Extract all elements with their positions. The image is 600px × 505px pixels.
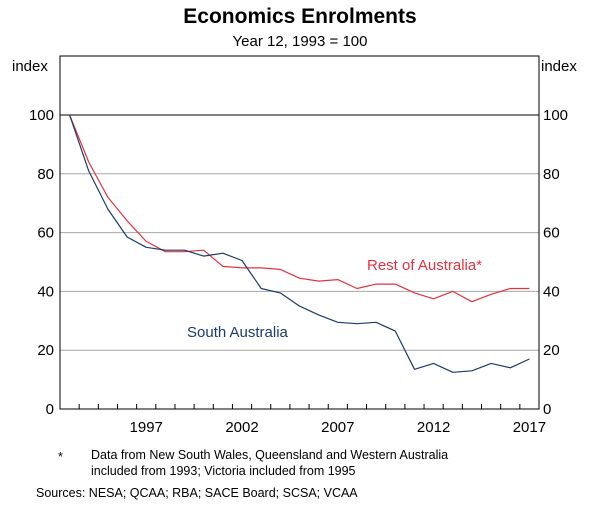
sources: Sources: NESA; QCAA; RBA; SACE Board; SC… bbox=[36, 486, 358, 500]
series-line-south-australia bbox=[69, 114, 530, 373]
y-tick-label-left-80: 80 bbox=[37, 166, 54, 183]
y-tick-label-right-20: 20 bbox=[543, 342, 560, 359]
footnote-line-1: Data from New South Wales, Queensland an… bbox=[91, 448, 449, 462]
chart-title: Economics Enrolments bbox=[183, 5, 416, 28]
y-tick-label-right-60: 60 bbox=[543, 225, 560, 242]
footnote-line-2: included from 1993; Victoria included fr… bbox=[91, 464, 356, 478]
x-tick-label-1997: 1997 bbox=[130, 419, 163, 436]
series-label-south-australia: South Australia bbox=[187, 324, 289, 341]
series-line-rest-of-australia bbox=[69, 114, 530, 303]
y-tick-label-right-0: 0 bbox=[543, 401, 551, 418]
chart-subtitle: Year 12, 1993 = 100 bbox=[233, 33, 368, 50]
y-tick-label-left-40: 40 bbox=[37, 283, 54, 300]
series-label-rest-of-australia: Rest of Australia* bbox=[367, 257, 482, 274]
x-tick-label-2012: 2012 bbox=[417, 419, 450, 436]
chart: Economics Enrolments Year 12, 1993 = 100… bbox=[12, 5, 577, 436]
y-tick-label-left-20: 20 bbox=[37, 342, 54, 359]
y-tick-label-left-100: 100 bbox=[29, 107, 54, 124]
y-axis-label-right: index bbox=[541, 58, 577, 75]
y-tick-label-left-0: 0 bbox=[46, 401, 54, 418]
footnote-marker: * bbox=[58, 450, 63, 464]
plot-frame bbox=[59, 55, 540, 410]
y-tick-label-right-40: 40 bbox=[543, 283, 560, 300]
y-tick-label-left-60: 60 bbox=[37, 225, 54, 242]
y-tick-label-right-80: 80 bbox=[543, 166, 560, 183]
x-tick-label-2017: 2017 bbox=[513, 419, 546, 436]
x-tick-label-2007: 2007 bbox=[321, 419, 354, 436]
x-tick-label-2002: 2002 bbox=[225, 419, 258, 436]
y-tick-label-right-100: 100 bbox=[543, 107, 568, 124]
y-axis-label-left: index bbox=[12, 58, 48, 75]
